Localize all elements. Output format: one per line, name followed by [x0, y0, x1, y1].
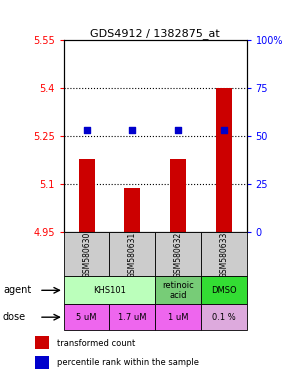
Text: retinoic
acid: retinoic acid: [162, 281, 194, 300]
Bar: [35, 336, 48, 349]
Text: GSM580633: GSM580633: [219, 231, 228, 278]
Text: dose: dose: [3, 312, 26, 322]
Bar: [216, 88, 232, 232]
Text: 1.7 uM: 1.7 uM: [118, 313, 146, 322]
Bar: [64, 304, 110, 330]
Text: percentile rank within the sample: percentile rank within the sample: [57, 358, 199, 367]
Text: DMSO: DMSO: [211, 286, 236, 295]
Bar: [170, 159, 186, 232]
Text: 5 uM: 5 uM: [76, 313, 97, 322]
Bar: [35, 356, 48, 369]
Point: [176, 127, 180, 133]
Text: GSM580631: GSM580631: [128, 231, 137, 278]
Bar: [155, 276, 201, 304]
Point: [130, 127, 135, 133]
Text: transformed count: transformed count: [57, 339, 135, 348]
Bar: [201, 304, 246, 330]
Title: GDS4912 / 1382875_at: GDS4912 / 1382875_at: [90, 28, 220, 39]
Bar: [124, 187, 140, 232]
Text: 1 uM: 1 uM: [168, 313, 188, 322]
Point: [221, 127, 226, 133]
Bar: [110, 232, 155, 276]
Bar: [64, 276, 155, 304]
Text: agent: agent: [3, 285, 31, 295]
Text: KHS101: KHS101: [93, 286, 126, 295]
Text: 0.1 %: 0.1 %: [212, 313, 235, 322]
Bar: [201, 232, 246, 276]
Bar: [201, 276, 246, 304]
Text: GSM580630: GSM580630: [82, 231, 91, 278]
Text: GSM580632: GSM580632: [173, 231, 182, 278]
Bar: [155, 232, 201, 276]
Point: [84, 127, 89, 133]
Bar: [64, 232, 110, 276]
Bar: [110, 304, 155, 330]
Bar: [79, 159, 95, 232]
Bar: [155, 304, 201, 330]
